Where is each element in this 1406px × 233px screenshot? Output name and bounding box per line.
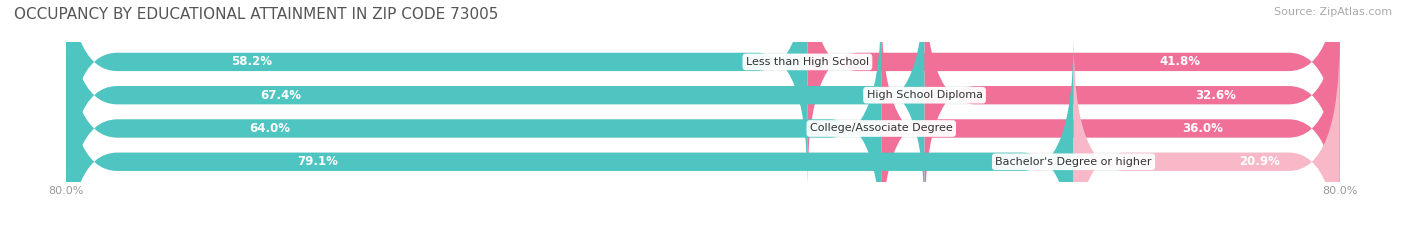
Text: 41.8%: 41.8% (1160, 55, 1201, 69)
Text: Less than High School: Less than High School (745, 57, 869, 67)
Text: 58.2%: 58.2% (231, 55, 273, 69)
FancyBboxPatch shape (66, 38, 1340, 233)
FancyBboxPatch shape (925, 0, 1340, 219)
FancyBboxPatch shape (66, 0, 925, 219)
FancyBboxPatch shape (66, 4, 1340, 233)
FancyBboxPatch shape (1074, 38, 1340, 233)
Text: 20.9%: 20.9% (1240, 155, 1281, 168)
FancyBboxPatch shape (66, 4, 882, 233)
Text: Bachelor's Degree or higher: Bachelor's Degree or higher (995, 157, 1152, 167)
FancyBboxPatch shape (807, 0, 1340, 186)
FancyBboxPatch shape (66, 0, 807, 186)
Text: Source: ZipAtlas.com: Source: ZipAtlas.com (1274, 7, 1392, 17)
Text: 64.0%: 64.0% (249, 122, 291, 135)
Text: 32.6%: 32.6% (1195, 89, 1236, 102)
Text: 79.1%: 79.1% (298, 155, 339, 168)
Text: 36.0%: 36.0% (1181, 122, 1223, 135)
FancyBboxPatch shape (66, 38, 1074, 233)
Text: College/Associate Degree: College/Associate Degree (810, 123, 953, 134)
Text: High School Diploma: High School Diploma (866, 90, 983, 100)
FancyBboxPatch shape (882, 4, 1340, 233)
Legend: Owner-occupied, Renter-occupied: Owner-occupied, Renter-occupied (579, 230, 827, 233)
Text: OCCUPANCY BY EDUCATIONAL ATTAINMENT IN ZIP CODE 73005: OCCUPANCY BY EDUCATIONAL ATTAINMENT IN Z… (14, 7, 499, 22)
FancyBboxPatch shape (66, 0, 1340, 186)
Text: 67.4%: 67.4% (260, 89, 301, 102)
FancyBboxPatch shape (66, 0, 1340, 219)
